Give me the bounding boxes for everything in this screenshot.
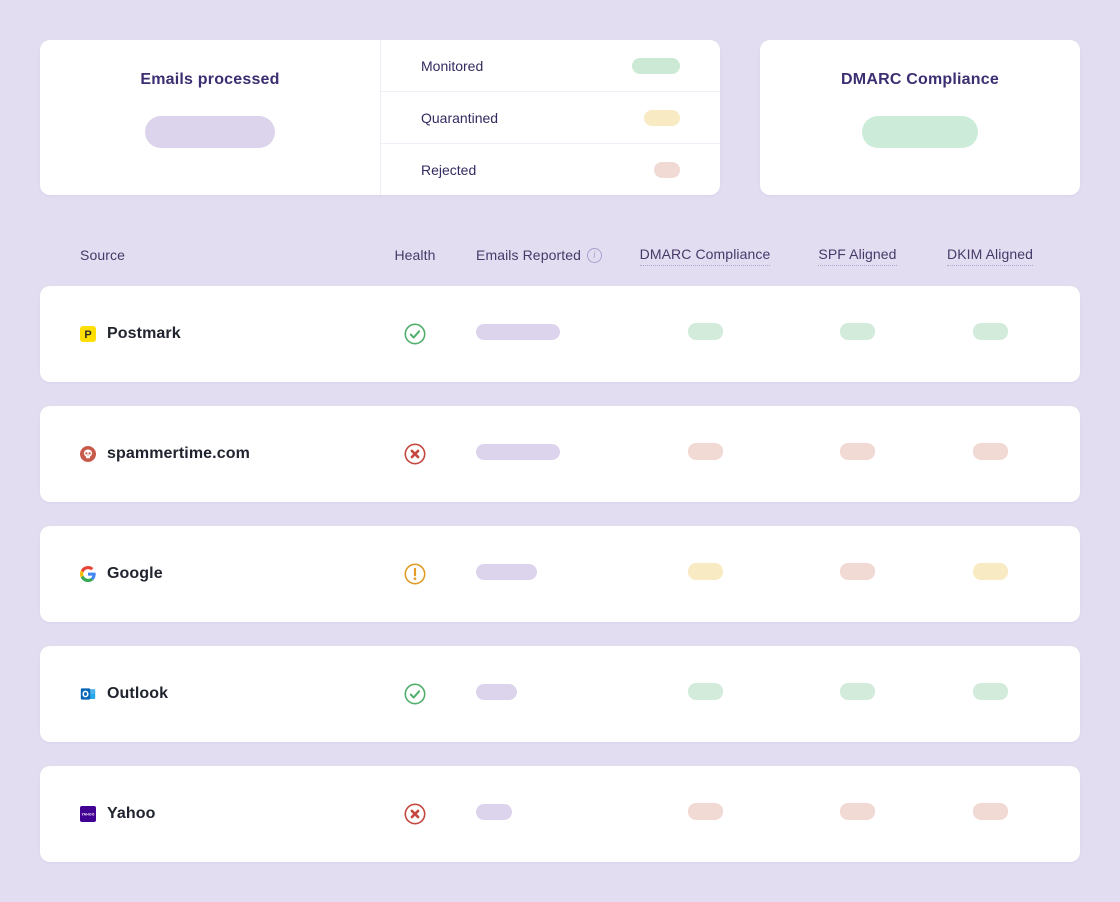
legend-value-pill	[632, 57, 680, 74]
dmarc-compliance-card: DMARC Compliance	[760, 40, 1080, 195]
source-cell: spammertime.com	[80, 445, 385, 463]
dkim-aligned-pill	[972, 803, 1008, 820]
column-header-source: Source	[80, 247, 125, 263]
spf-aligned-cell	[840, 683, 875, 705]
health-status-icon	[404, 323, 426, 345]
dmarc-compliance-pill	[687, 323, 723, 340]
health-status-icon	[404, 683, 426, 705]
column-header-spf-aligned[interactable]: SPF Aligned	[818, 246, 897, 266]
card-divider	[380, 40, 381, 195]
postmark-icon: P	[80, 326, 96, 342]
dmarc-compliance-cell	[687, 443, 723, 465]
dkim-aligned-cell	[972, 563, 1008, 585]
dkim-aligned-cell	[972, 803, 1008, 825]
source-name: Yahoo	[107, 805, 156, 822]
dkim-aligned-cell	[972, 683, 1008, 705]
source-cell: P Postmark	[80, 325, 385, 343]
dmarc-compliance-cell	[687, 803, 723, 825]
legend-label: Monitored	[421, 57, 484, 74]
health-status-icon	[404, 443, 426, 465]
dkim-aligned-pill	[972, 323, 1008, 340]
dmarc-compliance-pill	[687, 443, 723, 460]
column-header-health: Health	[394, 247, 436, 263]
legend-label: Rejected	[421, 161, 477, 178]
column-header-dkim-aligned[interactable]: DKIM Aligned	[946, 246, 1034, 266]
column-header-dmarc-compliance[interactable]: DMARC Compliance	[639, 246, 771, 266]
legend-value-pill	[654, 161, 680, 178]
health-status-icon	[404, 803, 426, 825]
google-icon	[80, 566, 96, 582]
emails-reported-cell	[445, 323, 560, 345]
emails-processed-title: Emails processed	[140, 71, 280, 88]
dmarc-compliance-pill	[687, 563, 723, 580]
emails-reported-pill	[476, 443, 560, 460]
legend-label: Quarantined	[421, 109, 499, 126]
spf-aligned-pill	[840, 443, 875, 460]
info-icon[interactable]: i	[587, 247, 602, 263]
table-row-postmark[interactable]: P Postmark	[40, 286, 1080, 382]
legend-row-rejected: Rejected	[381, 143, 720, 195]
legend-row-monitored: Monitored	[381, 40, 720, 91]
summary-section: Emails processed Monitored Quarantined R…	[40, 40, 1080, 195]
table-row-yahoo[interactable]: YAHOO Yahoo	[40, 766, 1080, 862]
emails-reported-cell	[445, 443, 560, 465]
emails-processed-card: Emails processed Monitored Quarantined R…	[40, 40, 720, 195]
dmarc-compliance-value-pill	[862, 116, 978, 148]
source-cell: Outlook	[80, 685, 385, 703]
column-header-emails-reported-label: Emails Reported	[476, 247, 581, 263]
sources-table-header: Source Health Emails Reported i DMARC Co…	[40, 240, 1080, 270]
source-cell: YAHOO Yahoo	[80, 805, 385, 823]
svg-text:YAHOO: YAHOO	[81, 812, 94, 816]
dmarc-compliance-cell	[687, 683, 723, 705]
dmarc-compliance-cell	[687, 323, 723, 345]
dmarc-compliance-pill	[687, 683, 723, 700]
dmarc-compliance-pill	[687, 803, 723, 820]
outlook-icon	[80, 686, 96, 702]
spf-aligned-cell	[840, 443, 875, 465]
column-header-emails-reported: Emails Reported i	[445, 247, 602, 263]
legend-row-quarantined: Quarantined	[381, 91, 720, 143]
emails-processed-stat: Emails processed	[40, 40, 380, 195]
table-row-spammertime[interactable]: spammertime.com	[40, 406, 1080, 502]
emails-processed-value-pill	[145, 116, 275, 148]
dmarc-compliance-cell	[687, 563, 723, 585]
emails-reported-cell	[445, 683, 517, 705]
health-status-icon	[404, 563, 426, 585]
spf-aligned-pill	[840, 803, 875, 820]
dkim-aligned-pill	[972, 443, 1008, 460]
emails-reported-pill	[476, 683, 517, 700]
emails-reported-pill	[476, 323, 560, 340]
emails-reported-cell	[445, 803, 512, 825]
dmarc-compliance-stat: DMARC Compliance	[760, 40, 1080, 195]
source-cell: Google	[80, 565, 385, 583]
source-name: Google	[107, 565, 163, 582]
dkim-aligned-cell	[972, 323, 1008, 345]
spf-aligned-pill	[840, 563, 875, 580]
spf-aligned-cell	[840, 803, 875, 825]
disposition-legend: Monitored Quarantined Rejected	[381, 40, 720, 195]
spammer-skull-icon	[80, 446, 96, 462]
source-name: Postmark	[107, 325, 181, 342]
table-row-outlook[interactable]: Outlook	[40, 646, 1080, 742]
dkim-aligned-pill	[972, 563, 1008, 580]
spf-aligned-pill	[840, 323, 875, 340]
emails-reported-pill	[476, 803, 512, 820]
spf-aligned-pill	[840, 683, 875, 700]
dmarc-compliance-title: DMARC Compliance	[841, 71, 999, 88]
source-name: spammertime.com	[107, 445, 250, 462]
dkim-aligned-pill	[972, 683, 1008, 700]
table-row-google[interactable]: Google	[40, 526, 1080, 622]
spf-aligned-cell	[840, 563, 875, 585]
source-name: Outlook	[107, 685, 169, 702]
svg-text:P: P	[84, 329, 91, 341]
yahoo-icon: YAHOO	[80, 806, 96, 822]
emails-reported-cell	[445, 563, 537, 585]
spf-aligned-cell	[840, 323, 875, 345]
legend-value-pill	[644, 109, 680, 126]
dkim-aligned-cell	[972, 443, 1008, 465]
emails-reported-pill	[476, 563, 537, 580]
